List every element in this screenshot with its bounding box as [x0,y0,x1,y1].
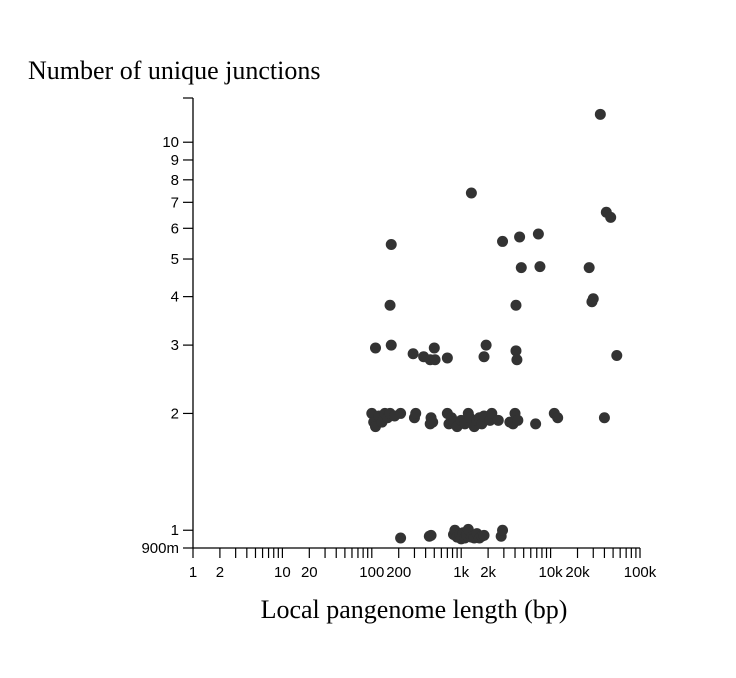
data-point [441,352,453,364]
data-point [428,342,440,354]
data-point [427,416,439,428]
y-tick-label: 10 [162,134,179,151]
x-tick-label: 200 [386,564,411,581]
y-tick-label: 2 [171,405,179,422]
data-point [515,262,527,274]
data-point [583,262,595,274]
data-point [410,407,422,419]
data-point [611,350,623,362]
data-point [395,532,407,544]
data-point [512,414,524,426]
x-tick-label: 1k [453,564,469,581]
x-tick-label: 1 [189,564,197,581]
y-axis-label: Number of unique junctions [28,56,320,85]
y-tick-label: 900m [141,540,179,557]
data-point [465,187,477,199]
x-tick-label: 100k [624,564,657,581]
data-point [497,524,509,536]
y-tick-label: 6 [171,220,179,237]
data-point [385,238,397,250]
y-tick-label: 4 [171,289,179,306]
data-point [605,211,617,223]
data-point [598,412,610,424]
data-point [384,299,396,311]
data-point [552,412,564,424]
data-point [478,351,490,363]
y-tick-label: 7 [171,194,179,211]
y-tick-label: 8 [171,172,179,189]
x-axis-label: Local pangenome length (bp) [261,595,568,624]
x-tick-label: 10k [539,564,564,581]
data-point [587,293,599,305]
data-point [480,339,492,351]
data-point [486,407,498,419]
data-point [594,108,606,120]
y-tick-label: 9 [171,152,179,169]
y-tick-label: 1 [171,522,179,539]
x-tick-label: 10 [274,564,291,581]
x-axis: 1 2 10 20 100 200 1k 2k 10k 20k 100k [189,547,657,581]
data-point [395,407,407,419]
y-tick-label: 5 [171,251,179,268]
data-point [530,418,542,430]
x-tick-label: 20 [301,564,318,581]
data-point [407,348,419,360]
data-point [492,414,504,426]
data-point [429,354,441,366]
data-point [510,299,522,311]
x-tick-label: 2k [480,564,496,581]
x-tick-label: 100 [359,564,384,581]
y-tick-label: 3 [171,337,179,354]
data-point [510,345,522,357]
data-point [370,342,382,354]
x-tick-label: 20k [565,564,590,581]
data-point [511,354,523,366]
data-point [478,529,490,541]
data-point [514,231,526,243]
data-point [497,235,509,247]
x-tick-label: 2 [216,564,224,581]
data-point [385,339,397,351]
data-points [366,108,623,545]
data-point [532,228,544,240]
data-point [534,261,546,273]
data-point [425,529,437,541]
